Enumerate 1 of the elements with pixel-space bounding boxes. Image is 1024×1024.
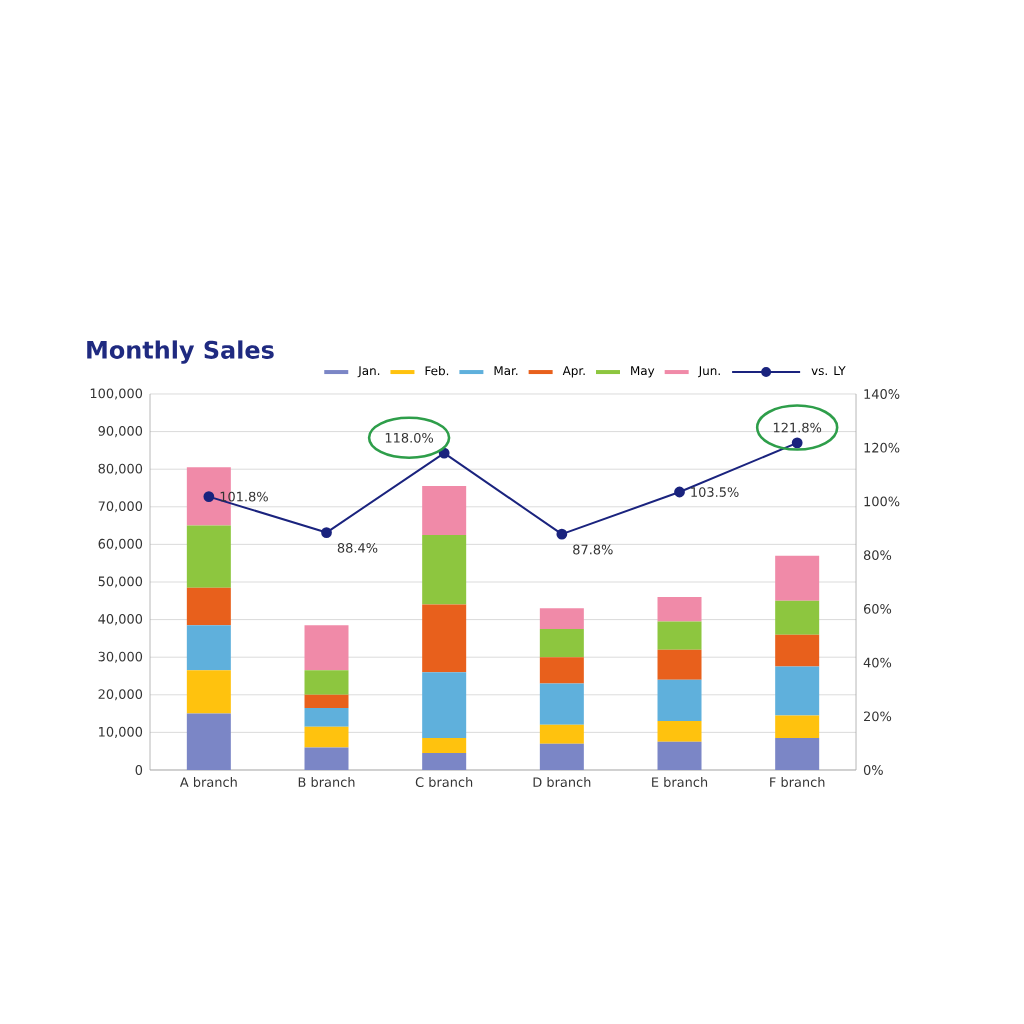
chart-title: Monthly Sales [87, 340, 274, 364]
